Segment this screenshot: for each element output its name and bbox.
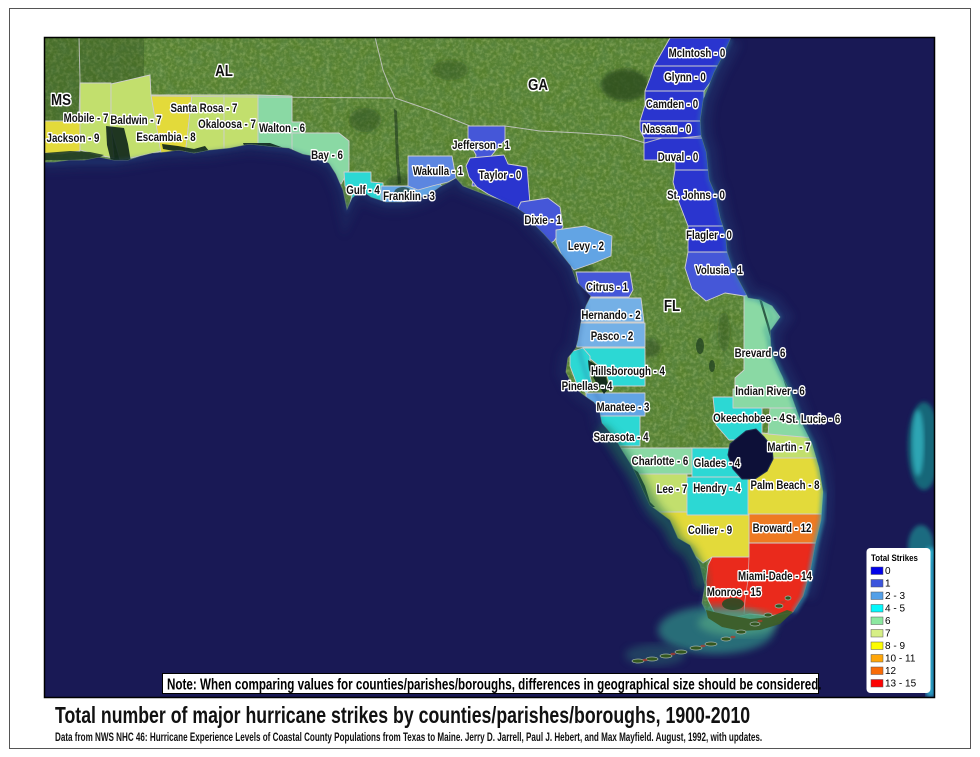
svg-text:Mobile - 7: Mobile - 7 xyxy=(64,112,109,125)
svg-text:Indian River - 6: Indian River - 6 xyxy=(735,385,805,398)
svg-text:7: 7 xyxy=(885,629,891,640)
svg-text:Dixie - 1: Dixie - 1 xyxy=(524,214,561,227)
svg-text:Glades - 4: Glades - 4 xyxy=(694,457,740,470)
svg-text:Gulf - 4: Gulf - 4 xyxy=(346,184,379,197)
svg-text:Lee - 7: Lee - 7 xyxy=(657,483,688,496)
svg-text:Broward - 12: Broward - 12 xyxy=(753,522,812,535)
svg-text:Volusia - 1: Volusia - 1 xyxy=(695,264,743,277)
svg-text:Bay - 6: Bay - 6 xyxy=(311,149,343,162)
svg-text:Manatee - 3: Manatee - 3 xyxy=(597,401,650,414)
svg-text:Nassau - 0: Nassau - 0 xyxy=(643,123,692,136)
svg-text:St. Lucie - 6: St. Lucie - 6 xyxy=(786,413,840,426)
svg-text:Pinellas - 4: Pinellas - 4 xyxy=(562,380,613,393)
svg-text:12: 12 xyxy=(885,666,897,677)
svg-text:1: 1 xyxy=(885,579,891,590)
svg-text:Sarasota - 4: Sarasota - 4 xyxy=(593,431,648,444)
svg-text:Wakulla - 1: Wakulla - 1 xyxy=(413,165,463,178)
svg-text:6: 6 xyxy=(885,616,891,627)
svg-text:4 - 5: 4 - 5 xyxy=(885,604,905,615)
svg-text:13 - 15: 13 - 15 xyxy=(885,679,917,690)
svg-text:Santa Rosa - 7: Santa Rosa - 7 xyxy=(171,102,238,115)
svg-text:Hillsborough - 4: Hillsborough - 4 xyxy=(591,365,665,378)
svg-text:Data from NWS NHC 46: Hurrican: Data from NWS NHC 46: Hurricane Experien… xyxy=(55,732,762,745)
svg-text:Jefferson - 1: Jefferson - 1 xyxy=(452,139,510,152)
svg-text:Escambia - 8: Escambia - 8 xyxy=(136,131,195,144)
svg-text:Franklin - 3: Franklin - 3 xyxy=(383,190,435,203)
svg-text:Monroe - 15: Monroe - 15 xyxy=(707,586,761,599)
svg-text:Hernando - 2: Hernando - 2 xyxy=(581,309,640,322)
svg-text:Baldwin - 7: Baldwin - 7 xyxy=(110,114,161,127)
svg-text:Total number of major hurrican: Total number of major hurricane strikes … xyxy=(55,703,750,729)
svg-text:Jackson - 9: Jackson - 9 xyxy=(47,132,100,145)
svg-text:Duval - 0: Duval - 0 xyxy=(658,151,698,164)
svg-text:Glynn - 0: Glynn - 0 xyxy=(664,71,706,84)
svg-text:Total Strikes: Total Strikes xyxy=(871,553,918,564)
svg-text:Walton - 6: Walton - 6 xyxy=(259,122,305,135)
svg-text:Collier - 9: Collier - 9 xyxy=(688,524,732,537)
svg-text:0: 0 xyxy=(885,566,891,577)
svg-text:Charlotte - 6: Charlotte - 6 xyxy=(632,455,689,468)
svg-text:St. Johns - 0: St. Johns - 0 xyxy=(667,189,725,202)
svg-text:MS: MS xyxy=(51,92,71,109)
svg-text:Okaloosa - 7: Okaloosa - 7 xyxy=(198,118,256,131)
svg-text:Note: When comparing values fo: Note: When comparing values for counties… xyxy=(167,675,822,693)
svg-text:FL: FL xyxy=(664,298,680,315)
svg-text:10 - 11: 10 - 11 xyxy=(885,654,916,665)
svg-text:Pasco - 2: Pasco - 2 xyxy=(591,330,634,343)
svg-text:8 - 9: 8 - 9 xyxy=(885,641,905,652)
svg-text:Levy - 2: Levy - 2 xyxy=(568,240,604,253)
svg-text:Citrus - 1: Citrus - 1 xyxy=(586,281,628,294)
svg-text:Camden - 0: Camden - 0 xyxy=(646,98,698,111)
svg-text:Flagler - 0: Flagler - 0 xyxy=(686,229,732,242)
svg-text:Martin - 7: Martin - 7 xyxy=(767,441,810,454)
svg-text:Taylor - 0: Taylor - 0 xyxy=(479,169,521,182)
svg-text:McIntosh - 0: McIntosh - 0 xyxy=(669,47,726,60)
svg-text:AL: AL xyxy=(215,63,233,80)
svg-text:Brevard - 6: Brevard - 6 xyxy=(735,347,786,360)
svg-text:Okeechobee - 4: Okeechobee - 4 xyxy=(713,412,785,425)
svg-text:Miami-Dade - 14: Miami-Dade - 14 xyxy=(738,570,812,583)
svg-text:2 - 3: 2 - 3 xyxy=(885,591,905,602)
svg-text:Palm Beach - 8: Palm Beach - 8 xyxy=(750,479,819,492)
svg-text:Hendry - 4: Hendry - 4 xyxy=(693,482,740,495)
svg-text:GA: GA xyxy=(528,77,548,94)
